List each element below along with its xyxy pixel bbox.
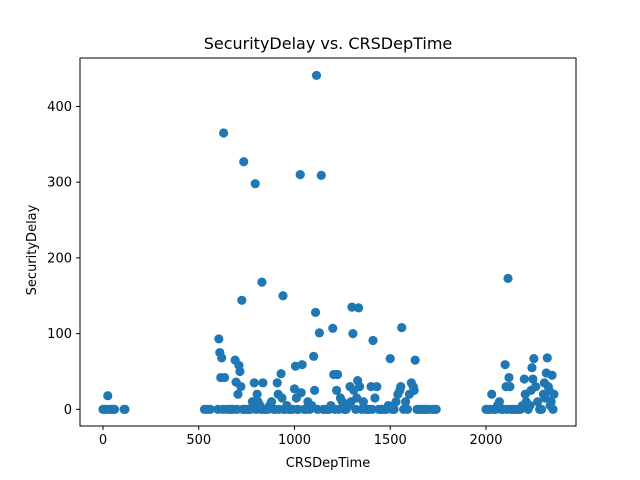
data-points <box>98 70 559 414</box>
data-point <box>328 323 338 333</box>
data-point <box>278 291 288 301</box>
data-point <box>109 404 120 414</box>
x-tick-label: 500 <box>186 433 211 448</box>
data-point <box>528 374 538 384</box>
data-point <box>542 353 552 363</box>
x-tick-label: 2000 <box>469 433 502 448</box>
data-point <box>548 404 558 414</box>
data-point <box>358 397 369 407</box>
data-point <box>295 170 305 180</box>
data-point <box>525 400 535 411</box>
data-point <box>385 354 395 364</box>
data-point <box>348 329 358 339</box>
data-point <box>504 372 514 383</box>
data-point <box>309 385 320 396</box>
data-point <box>249 378 259 388</box>
data-point <box>219 372 230 383</box>
data-point <box>391 397 401 407</box>
chart-title: SecurityDelay vs. CRSDepTime <box>204 34 453 53</box>
x-tick-label: 1500 <box>374 433 407 448</box>
data-point <box>250 179 260 189</box>
data-point <box>316 170 326 180</box>
x-axis-label: CRSDepTime <box>286 456 370 471</box>
data-point <box>487 389 497 399</box>
x-axis-ticks: 0 500 1000 1500 2000 <box>99 426 503 448</box>
data-point <box>431 404 441 414</box>
data-point <box>214 334 224 344</box>
data-point <box>276 369 286 379</box>
data-point <box>272 378 282 388</box>
data-point <box>367 404 377 414</box>
data-point <box>252 389 262 399</box>
data-point <box>314 328 324 338</box>
data-point <box>239 157 249 167</box>
plot-area-frame <box>79 57 577 427</box>
data-point <box>368 335 378 346</box>
data-point <box>389 404 399 414</box>
data-point <box>296 388 306 398</box>
data-point <box>354 382 365 392</box>
data-point <box>549 389 559 399</box>
data-point <box>309 351 319 361</box>
data-point <box>103 391 113 401</box>
data-point <box>546 397 556 407</box>
x-tick-label: 0 <box>99 433 107 448</box>
data-point <box>277 393 287 403</box>
y-tick-label: 400 <box>47 100 72 115</box>
data-point <box>400 397 411 407</box>
data-point <box>120 404 130 414</box>
x-tick-label: 1000 <box>278 433 311 448</box>
data-point <box>503 273 513 283</box>
data-point <box>500 360 510 370</box>
data-point <box>531 382 541 392</box>
y-axis-label: SecurityDelay <box>25 204 40 295</box>
data-point <box>370 393 380 403</box>
data-point <box>257 277 267 287</box>
data-point <box>402 404 413 414</box>
data-point <box>219 128 229 138</box>
data-point <box>409 385 419 396</box>
data-point <box>205 404 215 414</box>
data-point <box>236 382 246 392</box>
data-point <box>519 374 529 384</box>
data-point <box>258 378 268 388</box>
y-tick-label: 300 <box>47 176 72 191</box>
y-axis-ticks: 0 100 200 300 400 <box>47 100 80 418</box>
data-point <box>235 366 245 377</box>
data-point <box>396 382 406 392</box>
data-point <box>332 385 342 396</box>
data-point <box>310 307 321 318</box>
data-point <box>533 397 543 407</box>
data-point <box>410 355 420 365</box>
y-tick-label: 0 <box>64 403 72 418</box>
data-point <box>494 397 504 407</box>
data-point <box>311 70 322 81</box>
data-point <box>536 404 547 414</box>
data-point <box>332 369 343 380</box>
data-point <box>547 370 557 380</box>
data-point <box>297 360 307 370</box>
data-point <box>217 353 227 363</box>
data-point <box>372 382 382 392</box>
data-point <box>289 384 300 394</box>
data-point <box>529 354 539 364</box>
data-point <box>233 389 243 399</box>
data-point <box>505 382 515 392</box>
y-tick-label: 200 <box>47 251 72 266</box>
y-tick-label: 100 <box>47 327 72 342</box>
data-point <box>397 322 407 333</box>
data-point <box>354 303 364 313</box>
data-point <box>352 393 362 403</box>
data-point <box>237 295 247 305</box>
data-point <box>527 363 537 373</box>
data-point <box>347 302 357 312</box>
data-point <box>266 397 277 407</box>
